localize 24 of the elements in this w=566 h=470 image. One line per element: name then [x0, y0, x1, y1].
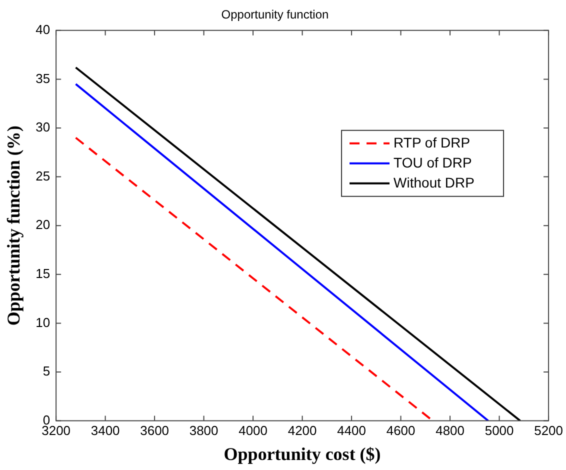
x-tick-label: 5200 — [534, 423, 563, 438]
y-tick-label: 40 — [36, 22, 50, 37]
y-tick-label: 25 — [36, 168, 50, 184]
legend-label: RTP of DRP — [394, 134, 470, 150]
legend-label: TOU of DRP — [394, 154, 472, 170]
y-tick-label: 5 — [42, 364, 50, 379]
legend-label: Without DRP — [394, 174, 474, 190]
x-tick-label: 5000 — [484, 423, 514, 438]
y-tick-label: 15 — [36, 266, 50, 281]
x-tick-label: 4400 — [337, 423, 366, 438]
x-axis-title: Opportunity cost ($) — [224, 444, 381, 464]
y-tick-label: 35 — [36, 70, 50, 86]
x-tick-label: 4800 — [436, 423, 465, 438]
x-tick-label: 4600 — [386, 423, 416, 438]
y-tick-label: 30 — [36, 120, 50, 135]
x-tick-label: 3400 — [90, 423, 120, 438]
chart-title: Opportunity function — [221, 8, 329, 22]
x-tick-label: 4200 — [288, 423, 317, 438]
y-tick-label: 20 — [36, 217, 50, 232]
x-tick-label: 4000 — [238, 423, 268, 438]
x-tick-label: 3800 — [189, 423, 218, 438]
y-tick-label: 10 — [36, 314, 50, 330]
x-tick-label: 3600 — [140, 423, 170, 438]
y-axis-title: Opportunity function (%) — [3, 126, 24, 326]
